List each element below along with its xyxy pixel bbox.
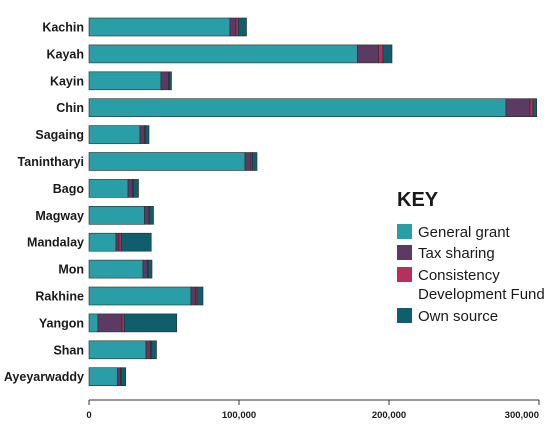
bar-mon-tax-sharing <box>142 259 148 279</box>
bar-kayah-consistency-development-fund <box>378 44 384 64</box>
bar-shan-tax-sharing <box>145 340 151 360</box>
bar-kayin-tax-sharing <box>160 71 169 91</box>
bar-yangon-general-grant <box>88 313 99 333</box>
bar-ayeyarwaddy-tax-sharing <box>117 367 121 387</box>
category-label-ayeyarwaddy: Ayeyarwaddy <box>4 370 84 384</box>
bar-yangon-tax-sharing <box>97 313 123 333</box>
x-tick-label-0: 0 <box>86 410 91 421</box>
bar-chin-own-source <box>532 98 538 117</box>
bar-magway-tax-sharing <box>144 206 150 225</box>
bar-tanintharyi-general-grant <box>88 152 246 171</box>
bar-mandalay-consistency-development-fund <box>118 232 122 252</box>
bar-kachin-tax-sharing <box>229 17 237 37</box>
x-tick-label-1: 100,000 <box>222 410 256 421</box>
x-tick-label-3: 300,000 <box>505 410 539 421</box>
bar-yangon-own-source <box>123 313 178 333</box>
bar-shan-general-grant <box>88 340 147 360</box>
bar-bago-own-source <box>132 179 139 198</box>
bar-kayin-general-grant <box>88 71 162 91</box>
category-label-mandalay: Mandalay <box>27 236 84 250</box>
x-ticks-group: 0 100,000 200,000 300,000 <box>86 400 540 421</box>
legend-label-development-fund: Development Fund <box>418 286 545 303</box>
legend-label-tax-sharing: Tax sharing <box>418 245 495 262</box>
bar-bago-general-grant <box>88 179 129 198</box>
bar-sagaing-own-source <box>144 125 150 144</box>
bar-tanintharyi-own-source <box>252 152 258 171</box>
bar-kayah-own-source <box>382 44 393 64</box>
category-label-tanintharyi: Tanintharyi <box>18 155 84 169</box>
bar-kayah-general-grant <box>88 44 358 64</box>
bar-mandalay-tax-sharing <box>115 232 120 252</box>
category-label-yangon: Yangon <box>39 316 84 330</box>
category-label-sagaing: Sagaing <box>35 128 84 142</box>
legend-label-consistency: Consistency <box>418 267 500 284</box>
bar-shan-own-source <box>150 340 157 360</box>
legend-swatch-general-grant <box>397 224 412 239</box>
bar-yangon-consistency-development-fund <box>121 313 125 333</box>
bar-kayah-tax-sharing <box>357 44 379 64</box>
legend-label-general-grant: General grant <box>418 224 511 241</box>
bar-bago-tax-sharing <box>127 179 133 198</box>
bars-group <box>88 17 538 387</box>
category-label-kayin: Kayin <box>50 74 84 88</box>
legend: KEY General grant Tax sharing Consistenc… <box>397 189 545 325</box>
category-labels-group: Kachin Kayah Kayin Chin Sagaing Tanintharyi Ba… <box>4 21 85 385</box>
bar-mon-general-grant <box>88 259 144 279</box>
bar-kayin-own-source <box>168 71 172 91</box>
x-tick-label-2: 200,000 <box>372 410 406 421</box>
bar-magway-own-source <box>149 206 154 225</box>
category-label-kachin: Kachin <box>42 21 84 35</box>
legend-swatch-tax-sharing <box>397 245 412 260</box>
bar-chin-general-grant <box>88 98 507 117</box>
legend-label-own-source: Own source <box>418 308 498 325</box>
bar-rakhine-general-grant <box>88 286 192 306</box>
category-label-magway: Magway <box>35 209 84 223</box>
bar-ayeyarwaddy-own-source <box>120 367 127 387</box>
category-label-shan: Shan <box>53 343 84 357</box>
bar-mandalay-own-source <box>120 232 152 252</box>
bar-kachin-consistency-development-fund <box>235 17 239 37</box>
category-label-kayah: Kayah <box>46 47 84 61</box>
category-label-mon: Mon <box>58 263 84 277</box>
legend-title: KEY <box>397 189 439 211</box>
bar-rakhine-own-source <box>196 286 204 306</box>
bar-magway-general-grant <box>88 206 145 225</box>
bar-kachin-own-source <box>237 17 247 37</box>
category-label-chin: Chin <box>56 101 84 115</box>
bar-sagaing-tax-sharing <box>139 125 145 144</box>
bar-mon-own-source <box>147 259 153 279</box>
bar-chin-tax-sharing <box>505 98 531 117</box>
bar-rakhine-tax-sharing <box>190 286 196 306</box>
bar-mandalay-general-grant <box>88 232 117 252</box>
bar-tanintharyi-tax-sharing <box>244 152 252 171</box>
bar-chin-consistency-development-fund <box>529 98 534 117</box>
legend-swatch-consistency-development-fund <box>397 267 412 282</box>
bar-kachin-general-grant <box>88 17 231 37</box>
bar-sagaing-general-grant <box>88 125 141 144</box>
category-label-bago: Bago <box>53 182 85 196</box>
category-label-rakhine: Rakhine <box>35 290 84 304</box>
legend-swatch-own-source <box>397 308 412 323</box>
bar-ayeyarwaddy-general-grant <box>88 367 118 387</box>
